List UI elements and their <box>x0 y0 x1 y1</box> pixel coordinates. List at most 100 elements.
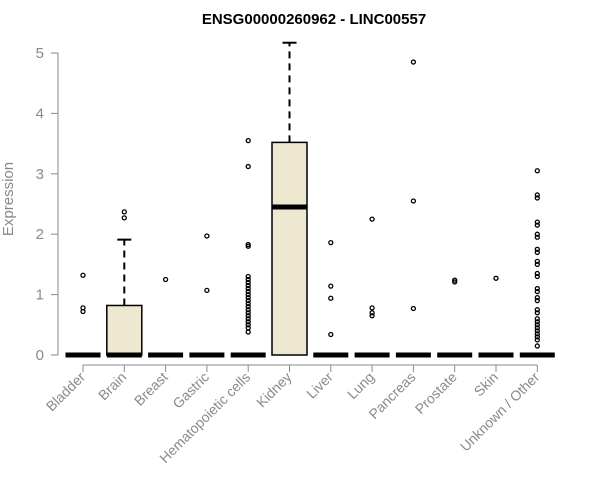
outlier-point <box>245 322 251 328</box>
outlier-point <box>534 219 540 225</box>
box-skin <box>478 275 514 358</box>
outlier-point <box>534 261 540 268</box>
box-liver <box>313 240 349 358</box>
outlier-point <box>534 331 540 337</box>
outlier-point <box>80 272 86 278</box>
outlier-point <box>534 319 540 325</box>
outlier-point <box>121 215 127 221</box>
outlier-point <box>245 276 251 283</box>
box-bladder <box>65 272 101 358</box>
box-kidney <box>271 41 308 356</box>
outlier-point <box>534 310 540 316</box>
outlier-point <box>245 282 251 289</box>
outlier-point <box>452 279 458 285</box>
box-body <box>106 304 143 356</box>
y-axis-label: Expression <box>0 162 17 236</box>
y-axis: 0 1 2 3 4 5 <box>36 45 59 364</box>
outlier-point <box>245 243 251 249</box>
outlier-point <box>534 192 540 198</box>
outlier-point <box>534 246 540 252</box>
outlier-point <box>328 295 334 301</box>
y-tick-label: 4 <box>36 105 44 122</box>
box-hematopoietic-cells <box>230 137 266 358</box>
outlier-point <box>493 275 499 281</box>
outlier-point <box>245 297 251 304</box>
box-unknown-other <box>519 168 555 358</box>
outlier-point <box>534 343 540 349</box>
outlier-point <box>245 301 251 307</box>
outlier-point <box>534 307 540 313</box>
box-brain <box>106 209 143 358</box>
outlier-point <box>534 325 540 331</box>
outlier-point <box>534 234 540 240</box>
outlier-point <box>245 313 251 319</box>
outlier-point <box>534 288 540 295</box>
outlier-point <box>245 273 251 280</box>
outlier-point <box>410 305 417 312</box>
outlier-point <box>369 310 375 316</box>
outlier-point <box>245 163 251 170</box>
outlier-point <box>245 304 251 310</box>
outlier-point <box>534 195 540 201</box>
outlier-point <box>410 198 417 204</box>
outlier-point <box>245 325 251 331</box>
outlier-point <box>534 273 540 280</box>
outlier-point <box>534 231 540 237</box>
outlier-point <box>534 168 540 174</box>
outlier-point <box>534 249 540 255</box>
outlier-point <box>245 137 251 144</box>
box-body <box>271 141 308 356</box>
x-tick-label: Kidney <box>253 369 295 411</box>
outlier-point <box>162 276 169 283</box>
y-tick-label: 3 <box>36 166 44 183</box>
outlier-point <box>369 305 375 311</box>
outlier-point <box>410 59 417 65</box>
outlier-point <box>245 316 251 322</box>
outlier-point <box>328 283 334 289</box>
box-group <box>65 41 555 358</box>
x-tick-label: Liver <box>303 369 336 402</box>
chart-title: ENSG00000260962 - LINC00557 <box>202 11 426 28</box>
x-tick-label: Brain <box>95 369 129 403</box>
x-tick-label: Lung <box>344 369 377 402</box>
outlier-point <box>204 233 210 239</box>
y-tick-label: 0 <box>36 347 44 364</box>
outlier-point <box>245 279 251 286</box>
y-tick-label: 5 <box>36 45 44 62</box>
outlier-point <box>245 288 251 295</box>
outlier-point <box>369 313 375 319</box>
outlier-point <box>245 307 251 313</box>
outlier-point <box>534 322 540 328</box>
outlier-point <box>534 294 540 301</box>
y-tick-label: 1 <box>36 287 44 304</box>
outlier-point <box>245 291 251 298</box>
outlier-point <box>245 310 251 316</box>
outlier-point <box>328 331 334 338</box>
box-pancreas <box>395 59 431 358</box>
outlier-point <box>534 334 540 340</box>
outlier-point <box>245 294 251 301</box>
outlier-point <box>534 328 540 334</box>
box-breast <box>148 276 184 358</box>
outlier-point <box>121 209 127 215</box>
outlier-point <box>328 240 334 246</box>
outlier-point <box>534 316 540 322</box>
x-tick-label: Breast <box>131 369 171 409</box>
outlier-point <box>534 297 540 304</box>
outlier-point <box>452 277 458 283</box>
box-prostate <box>437 277 473 358</box>
outlier-point <box>534 258 540 265</box>
outlier-point <box>80 308 86 315</box>
outlier-point <box>245 285 251 292</box>
outlier-point <box>245 329 251 335</box>
box-lung <box>354 216 390 358</box>
outlier-point <box>534 222 540 228</box>
outlier-point <box>369 216 375 222</box>
box-gastric <box>189 233 225 358</box>
outlier-point <box>534 270 540 277</box>
x-tick-label: Skin <box>471 369 502 400</box>
x-tick-label: Bladder <box>43 369 89 415</box>
y-tick-label: 2 <box>36 226 44 243</box>
